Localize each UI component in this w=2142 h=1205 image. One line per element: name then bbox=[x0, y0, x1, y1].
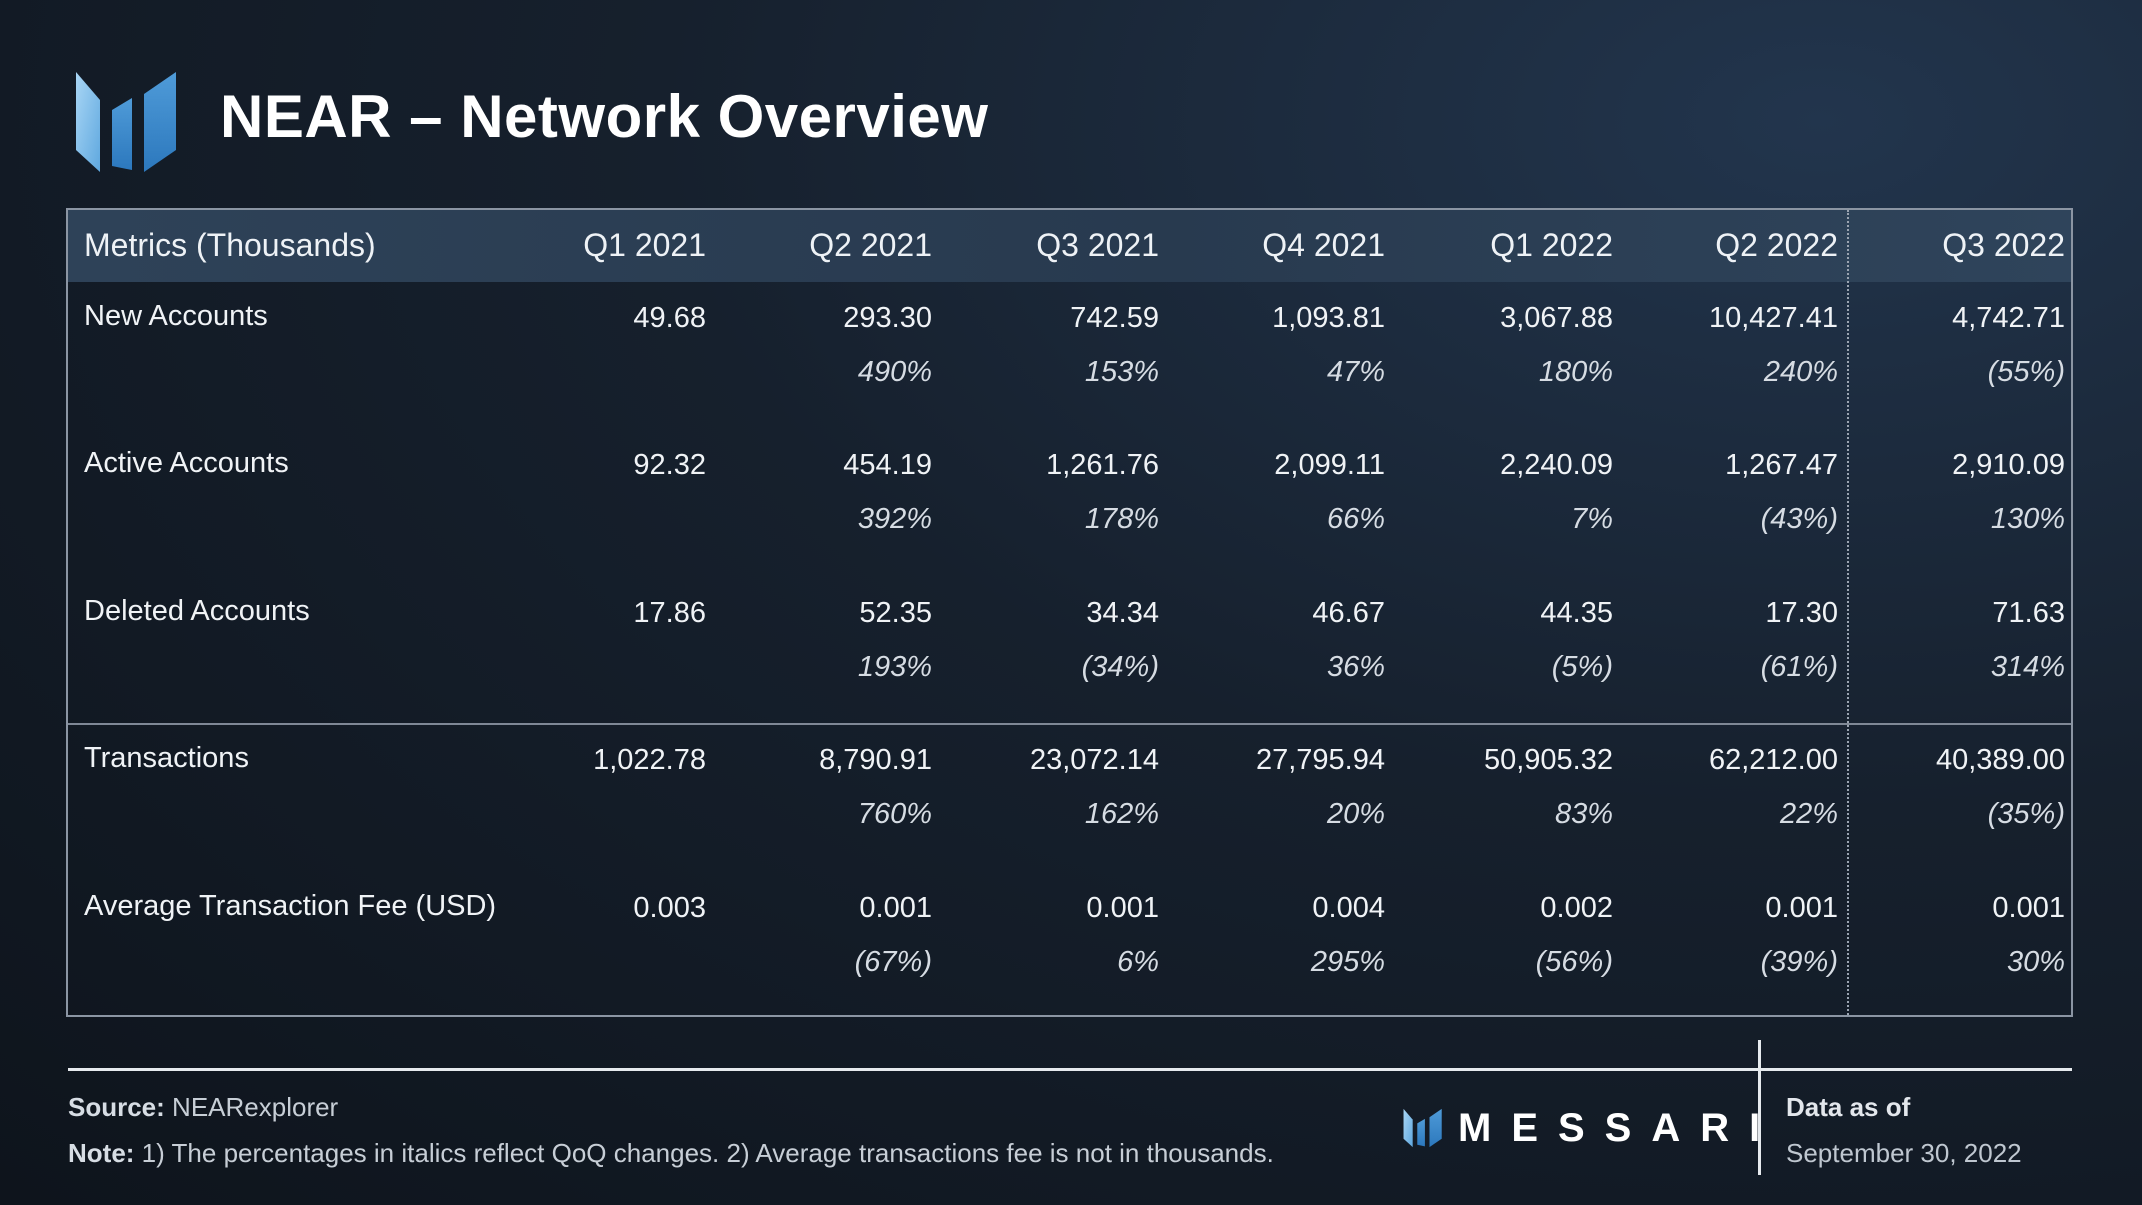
column-header: Q2 2021 bbox=[809, 227, 932, 263]
qoq-change-cell: 36% bbox=[1326, 651, 1385, 683]
value-cell: 34.34 bbox=[1086, 597, 1159, 629]
qoq-change-cell: 295% bbox=[1310, 946, 1385, 978]
row-label: Active Accounts bbox=[84, 447, 289, 479]
column-header: Q1 2021 bbox=[583, 227, 706, 263]
source-label: Source: bbox=[68, 1092, 165, 1122]
value-cell: 0.002 bbox=[1540, 892, 1613, 924]
row-label: Average Transaction Fee (USD) bbox=[84, 890, 497, 922]
qoq-change-cell: 20% bbox=[1326, 798, 1385, 830]
value-cell: 52.35 bbox=[859, 597, 932, 629]
data-as-of-label: Data as of bbox=[1786, 1092, 1911, 1122]
value-cell: 92.32 bbox=[633, 449, 706, 481]
qoq-change-cell: 240% bbox=[1763, 356, 1838, 388]
qoq-change-cell: 162% bbox=[1084, 798, 1159, 830]
qoq-change-cell: 130% bbox=[1990, 503, 2065, 535]
column-header: Q3 2022 bbox=[1942, 227, 2065, 263]
column-header: Q1 2022 bbox=[1490, 227, 1613, 263]
qoq-change-cell: 30% bbox=[2006, 946, 2065, 978]
qoq-change-cell: (55%) bbox=[1987, 356, 2065, 388]
qoq-change-cell: 47% bbox=[1326, 356, 1385, 388]
value-cell: 4,742.71 bbox=[1952, 302, 2065, 334]
qoq-change-cell: (67%) bbox=[854, 946, 932, 978]
footer-divider bbox=[68, 1068, 2072, 1071]
row-label: Transactions bbox=[84, 742, 249, 774]
value-cell: 3,067.88 bbox=[1500, 302, 1613, 334]
messari-mark-icon bbox=[1403, 1108, 1442, 1148]
footer-vertical-divider bbox=[1758, 1040, 1761, 1175]
qoq-change-cell: 760% bbox=[857, 798, 932, 830]
value-cell: 44.35 bbox=[1540, 597, 1613, 629]
qoq-change-cell: (43%) bbox=[1760, 503, 1838, 535]
value-cell: 40,389.00 bbox=[1935, 744, 2065, 776]
source-text: NEARexplorer bbox=[172, 1092, 339, 1122]
data-as-of-date: September 30, 2022 bbox=[1786, 1138, 2022, 1168]
section-divider bbox=[68, 723, 2071, 725]
qoq-change-cell: (61%) bbox=[1760, 651, 1838, 683]
latest-quarter-divider bbox=[1847, 210, 1849, 1015]
messari-brand: MESSARI bbox=[1402, 1104, 1780, 1152]
qoq-change-cell: 83% bbox=[1554, 798, 1613, 830]
column-header: Q4 2021 bbox=[1262, 227, 1385, 263]
qoq-change-cell: 490% bbox=[857, 356, 932, 388]
value-cell: 46.67 bbox=[1312, 597, 1385, 629]
value-cell: 1,267.47 bbox=[1725, 449, 1838, 481]
qoq-change-cell: 22% bbox=[1779, 798, 1838, 830]
qoq-change-cell: (35%) bbox=[1987, 798, 2065, 830]
value-cell: 2,910.09 bbox=[1952, 449, 2065, 481]
qoq-change-cell: 6% bbox=[1117, 946, 1159, 978]
qoq-change-cell: 66% bbox=[1326, 503, 1385, 535]
table-header: Metrics (Thousands) Q1 2021 Q2 2021 Q3 2… bbox=[68, 210, 2071, 282]
column-header: Q2 2022 bbox=[1715, 227, 1838, 263]
value-cell: 1,022.78 bbox=[593, 744, 706, 776]
qoq-change-cell: (5%) bbox=[1551, 651, 1613, 683]
metrics-table: Metrics (Thousands) Q1 2021 Q2 2021 Q3 2… bbox=[66, 208, 2073, 1017]
value-cell: 2,240.09 bbox=[1500, 449, 1613, 481]
source-line: Source: NEARexplorer bbox=[68, 1092, 338, 1123]
value-cell: 293.30 bbox=[843, 302, 932, 334]
page-title: NEAR – Network Overview bbox=[220, 83, 989, 150]
value-cell: 0.001 bbox=[1086, 892, 1159, 924]
qoq-change-cell: 314% bbox=[1990, 651, 2065, 683]
value-cell: 0.001 bbox=[859, 892, 932, 924]
qoq-change-cell: (56%) bbox=[1535, 946, 1613, 978]
value-cell: 0.003 bbox=[633, 892, 706, 924]
qoq-change-cell: 193% bbox=[857, 651, 932, 683]
value-cell: 0.001 bbox=[1765, 892, 1838, 924]
row-label: New Accounts bbox=[84, 300, 268, 332]
value-cell: 454.19 bbox=[843, 449, 932, 481]
note-label: Note: bbox=[68, 1138, 135, 1168]
qoq-change-cell: 180% bbox=[1538, 356, 1613, 388]
header-label: Metrics (Thousands) bbox=[84, 227, 376, 263]
value-cell: 27,795.94 bbox=[1255, 744, 1385, 776]
messari-logo-icon bbox=[76, 72, 176, 172]
messari-wordmark: MESSARI bbox=[1458, 1105, 1781, 1150]
note-line: Note: 1) The percentages in italics refl… bbox=[68, 1138, 1274, 1169]
qoq-change-cell: (34%) bbox=[1081, 651, 1159, 683]
value-cell: 1,093.81 bbox=[1272, 302, 1385, 334]
qoq-change-cell: (39%) bbox=[1760, 946, 1838, 978]
qoq-change-cell: 153% bbox=[1084, 356, 1159, 388]
value-cell: 23,072.14 bbox=[1029, 744, 1159, 776]
value-cell: 62,212.00 bbox=[1708, 744, 1838, 776]
value-cell: 0.004 bbox=[1312, 892, 1385, 924]
qoq-change-cell: 392% bbox=[857, 503, 932, 535]
value-cell: 0.001 bbox=[1992, 892, 2065, 924]
value-cell: 50,905.32 bbox=[1483, 744, 1613, 776]
qoq-change-cell: 178% bbox=[1084, 503, 1159, 535]
qoq-change-cell: 7% bbox=[1571, 503, 1613, 535]
value-cell: 71.63 bbox=[1992, 597, 2065, 629]
note-text: 1) The percentages in italics reflect Qo… bbox=[141, 1138, 1274, 1168]
value-cell: 17.86 bbox=[633, 597, 706, 629]
value-cell: 742.59 bbox=[1070, 302, 1159, 334]
column-header: Q3 2021 bbox=[1036, 227, 1159, 263]
value-cell: 8,790.91 bbox=[819, 744, 932, 776]
value-cell: 17.30 bbox=[1765, 597, 1838, 629]
value-cell: 1,261.76 bbox=[1046, 449, 1159, 481]
value-cell: 10,427.41 bbox=[1708, 302, 1838, 334]
value-cell: 2,099.11 bbox=[1274, 449, 1385, 481]
row-label: Deleted Accounts bbox=[84, 595, 310, 627]
value-cell: 49.68 bbox=[633, 302, 706, 334]
